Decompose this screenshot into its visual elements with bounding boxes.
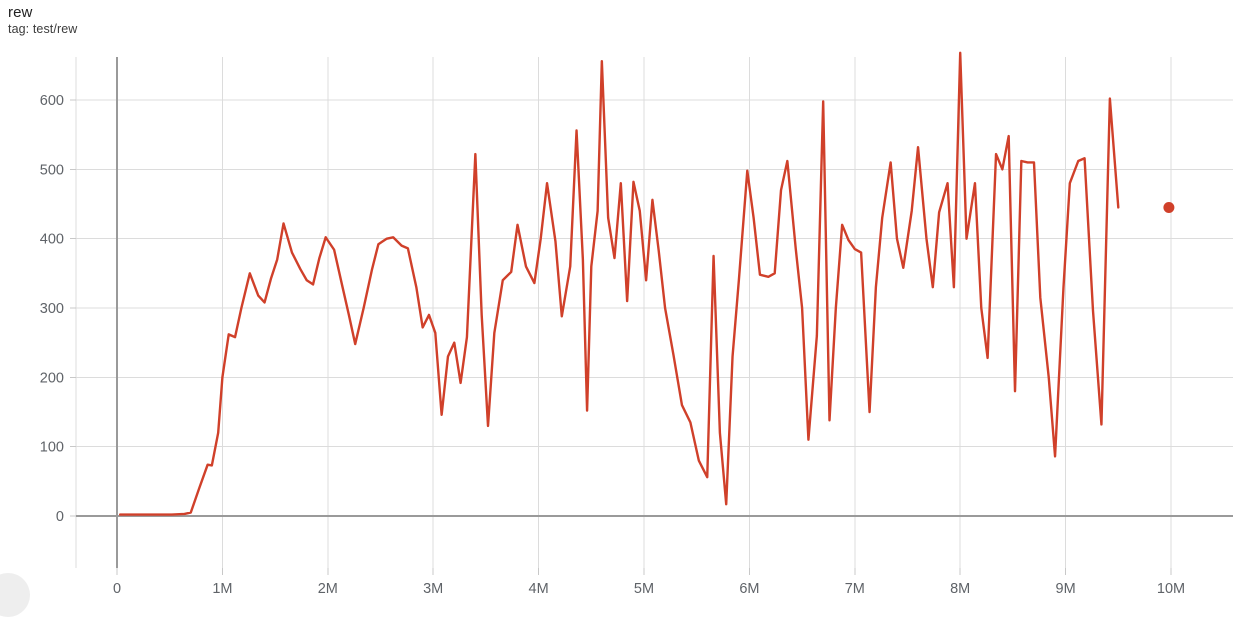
y-axis-tick-labels: 0 100 200 300 400 500 600 — [40, 93, 64, 525]
x-tick-label: 2M — [318, 581, 338, 597]
line-chart-svg[interactable]: 0 100 200 300 400 500 600 0 1M 2M 3M 4M 5M 6M 7M 8M 9M 1… — [0, 0, 1233, 601]
y-tick-label: 300 — [40, 301, 64, 317]
series-line[interactable] — [118, 51, 1120, 516]
x-tick-label: 9M — [1056, 581, 1076, 597]
chart-tag-label: tag: test/rew — [8, 22, 78, 37]
x-tick-label: 4M — [529, 581, 549, 597]
axis-lines — [76, 57, 1233, 568]
y-tick-label: 600 — [40, 93, 64, 109]
horizontal-gridlines — [76, 99, 1233, 448]
x-tick-label: 3M — [423, 581, 443, 597]
y-tick-label: 500 — [40, 162, 64, 178]
x-tick-label: 7M — [845, 581, 865, 597]
data-series-group[interactable] — [118, 51, 1175, 516]
y-tick-label: 100 — [40, 440, 64, 456]
x-tick-label: 8M — [950, 581, 970, 597]
y-tick-label: 0 — [56, 509, 64, 525]
vertical-gridlines — [75, 57, 1172, 568]
x-tick-label: 5M — [634, 581, 654, 597]
y-tick-label: 200 — [40, 370, 64, 386]
page-title: rew — [8, 4, 33, 21]
x-tick-label: 0 — [113, 581, 121, 597]
x-axis-tick-labels: 0 1M 2M 3M 4M 5M 6M 7M 8M 9M 10M — [113, 581, 1185, 597]
plot-area[interactable]: 0 100 200 300 400 500 600 0 1M 2M 3M 4M 5M 6M 7M 8M 9M 1… — [0, 0, 1233, 601]
chart-header: rew tag: test/rew — [8, 4, 77, 37]
series-end-marker[interactable] — [1163, 201, 1175, 213]
y-tick-label: 400 — [40, 232, 64, 248]
x-tick-label: 10M — [1157, 581, 1185, 597]
x-tick-label: 6M — [739, 581, 759, 597]
tick-marks — [70, 99, 1172, 575]
x-tick-label: 1M — [212, 581, 232, 597]
